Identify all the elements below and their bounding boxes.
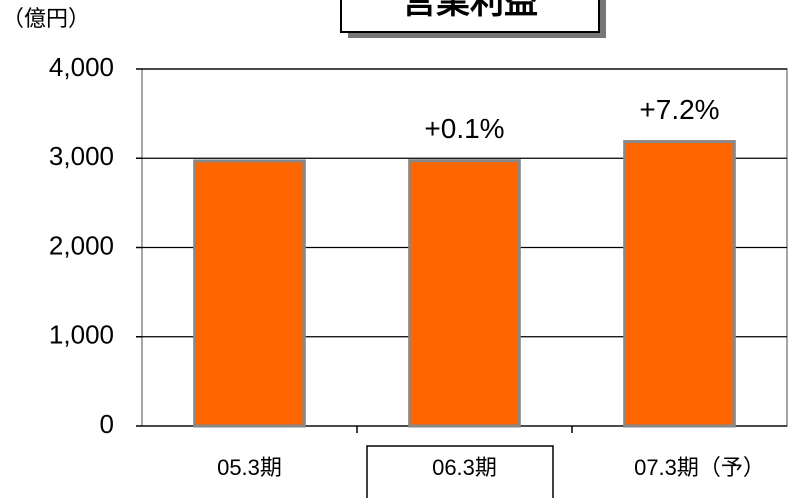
y-tick-label: 3,000 [49, 141, 114, 171]
x-tick-label: 05.3期 [217, 455, 282, 480]
y-tick-label: 0 [100, 409, 114, 439]
title-box [340, 0, 600, 33]
y-axis-label: （億円） [2, 6, 90, 31]
y-tick-label: 2,000 [49, 230, 114, 260]
category-highlight-box [366, 445, 554, 498]
x-tick-label: 07.3期（予） [634, 455, 765, 480]
bar [408, 159, 521, 428]
y-tick-label: 4,000 [49, 52, 114, 82]
x-tick-label: 06.3期 [432, 455, 497, 480]
bar [193, 159, 306, 428]
chart-title: 営業利益 [402, 0, 538, 21]
bar [623, 140, 736, 428]
annotation: +7.2% [639, 94, 719, 125]
annotation: +0.1% [424, 113, 504, 144]
y-tick-label: 1,000 [49, 320, 114, 350]
